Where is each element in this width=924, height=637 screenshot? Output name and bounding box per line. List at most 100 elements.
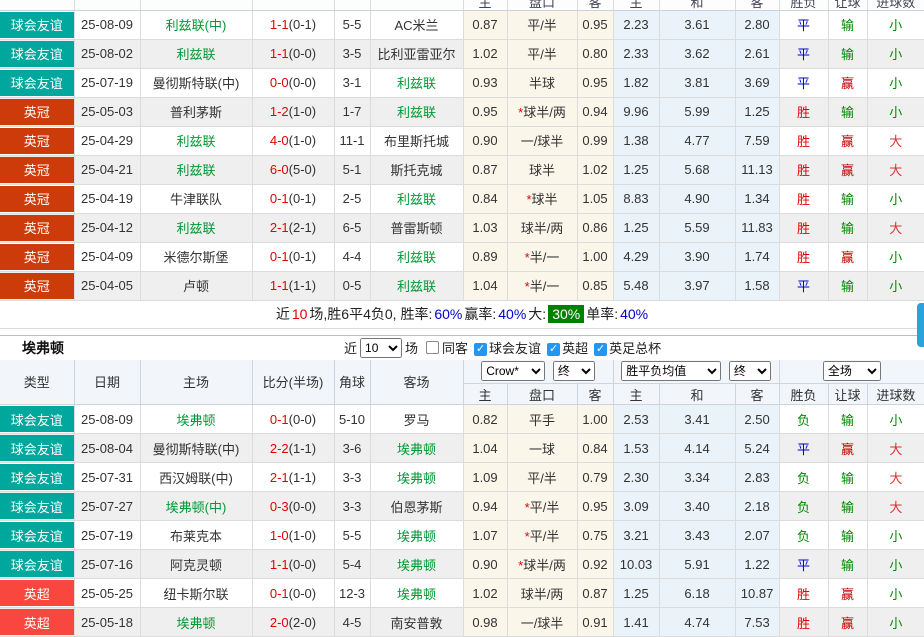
odds-away-cell: 0.99 xyxy=(577,126,613,155)
corners-cell: 4-4 xyxy=(334,242,370,271)
home-team-cell: 卢顿 xyxy=(140,271,252,300)
result-cell: 平 xyxy=(779,11,828,40)
odds-home-cell: 1.02 xyxy=(463,39,507,68)
everton-history-table: 类型 日期 主场 比分(半场) 角球 客场 Crow* 终 胜平负均值 终 全场… xyxy=(0,360,924,637)
same-away-checkbox[interactable] xyxy=(426,341,439,354)
avg-away-cell: 2.61 xyxy=(735,39,779,68)
corners-cell: 3-5 xyxy=(334,39,370,68)
avg-time-select[interactable]: 终 xyxy=(729,361,771,381)
avg-type-select[interactable]: 胜平负均值 xyxy=(621,361,721,381)
filter-controls: 近 10 场 同客 ✓球会友谊✓英超✓英足总杯 xyxy=(344,336,661,360)
result-cell: 平 xyxy=(779,39,828,68)
league-badge-cell: 英冠 xyxy=(0,126,74,155)
handicap-cell: 半球 xyxy=(507,68,577,97)
clipped-header-empty-cell xyxy=(334,0,370,10)
recent-count-select[interactable]: 10 xyxy=(360,338,402,358)
corners-cell: 4-5 xyxy=(334,608,370,637)
scrollbar-thumb[interactable] xyxy=(917,303,924,347)
section-title: 埃弗顿 xyxy=(22,338,64,358)
scope-select[interactable]: 全场 xyxy=(823,361,881,381)
odds-away-cell: 0.75 xyxy=(577,521,613,550)
summary-text: 赢率: xyxy=(464,304,496,324)
league-filter-checkbox[interactable]: ✓ xyxy=(594,343,607,356)
league-badge-cell: 英冠 xyxy=(0,271,74,300)
date-cell: 25-07-19 xyxy=(74,521,140,550)
sub-col-header: 主 xyxy=(463,384,507,405)
handicap-result-cell: 赢 xyxy=(828,579,867,608)
league-filter-checkbox[interactable]: ✓ xyxy=(474,343,487,356)
date-cell: 25-05-03 xyxy=(74,97,140,126)
corners-cell: 11-1 xyxy=(334,126,370,155)
home-team-cell: 西汉姆联(中) xyxy=(140,463,252,492)
score-cell: 2-0(2-0) xyxy=(252,608,334,637)
handicap-cell: *平/半 xyxy=(507,521,577,550)
handicap-result-cell: 输 xyxy=(828,39,867,68)
corners-cell: 12-3 xyxy=(334,579,370,608)
odds-away-cell: 0.84 xyxy=(577,434,613,463)
odds-away-cell: 0.80 xyxy=(577,39,613,68)
result-cell: 负 xyxy=(779,492,828,521)
handicap-cell: *平/半 xyxy=(507,492,577,521)
league-badge: 英冠 xyxy=(0,244,74,270)
summary-text: 场,胜6平4负0, 胜率: xyxy=(309,304,432,324)
odds-home-cell: 0.84 xyxy=(463,184,507,213)
avg-away-cell: 1.74 xyxy=(735,242,779,271)
avg-away-cell: 3.69 xyxy=(735,68,779,97)
sub-col-header: 客 xyxy=(577,384,613,405)
goals-result-cell: 小 xyxy=(867,97,924,126)
league-badge-cell: 英超 xyxy=(0,608,74,637)
clipped-header-cell: 主 xyxy=(463,0,507,10)
goals-result-cell: 小 xyxy=(867,608,924,637)
clipped-header-empty-cell xyxy=(140,0,252,10)
goals-result-cell: 大 xyxy=(867,463,924,492)
avg-away-cell: 1.58 xyxy=(735,271,779,300)
date-cell: 25-07-16 xyxy=(74,550,140,579)
league-badge: 球会友谊 xyxy=(0,464,74,490)
sub-col-header: 盘口 xyxy=(507,384,577,405)
clipped-header-cell: 客 xyxy=(577,0,613,10)
date-cell: 25-04-21 xyxy=(74,155,140,184)
result-cell: 负 xyxy=(779,405,828,434)
avg-draw-cell: 3.97 xyxy=(659,271,735,300)
league-badge: 球会友谊 xyxy=(0,493,74,519)
date-cell: 25-07-27 xyxy=(74,492,140,521)
odds-time-select[interactable]: 终 xyxy=(553,361,595,381)
recent-suffix-label: 场 xyxy=(405,338,418,357)
league-badge: 英超 xyxy=(0,580,74,606)
score-cell: 2-1(2-1) xyxy=(252,213,334,242)
clipped-header-cell: 客 xyxy=(735,0,779,10)
summary-text: 10 xyxy=(292,306,308,322)
league-badge-cell: 球会友谊 xyxy=(0,39,74,68)
odds-home-cell: 1.04 xyxy=(463,271,507,300)
goals-result-cell: 大 xyxy=(867,492,924,521)
league-badge: 英冠 xyxy=(0,215,74,241)
home-team-cell: 普利茅斯 xyxy=(140,97,252,126)
league-badge: 球会友谊 xyxy=(0,12,74,38)
league-filter-label: 球会友谊 xyxy=(489,341,541,356)
avg-home-cell: 1.25 xyxy=(613,213,659,242)
avg-draw-cell: 5.68 xyxy=(659,155,735,184)
odds-home-cell: 0.90 xyxy=(463,126,507,155)
avg-away-cell: 2.18 xyxy=(735,492,779,521)
home-team-cell: 利兹联 xyxy=(140,39,252,68)
handicap-cell: 平/半 xyxy=(507,11,577,40)
goals-result-cell: 大 xyxy=(867,213,924,242)
handicap-cell: 球半 xyxy=(507,155,577,184)
odds-home-cell: 0.90 xyxy=(463,550,507,579)
handicap-cell: 一/球半 xyxy=(507,608,577,637)
away-team-cell: 埃弗顿 xyxy=(370,521,463,550)
league-filter-checkbox[interactable]: ✓ xyxy=(547,343,560,356)
league-badge-cell: 球会友谊 xyxy=(0,492,74,521)
avg-away-cell: 2.83 xyxy=(735,463,779,492)
handicap-result-cell: 赢 xyxy=(828,434,867,463)
odds-company-select[interactable]: Crow* xyxy=(481,361,545,381)
date-cell: 25-07-31 xyxy=(74,463,140,492)
avg-home-cell: 1.82 xyxy=(613,68,659,97)
